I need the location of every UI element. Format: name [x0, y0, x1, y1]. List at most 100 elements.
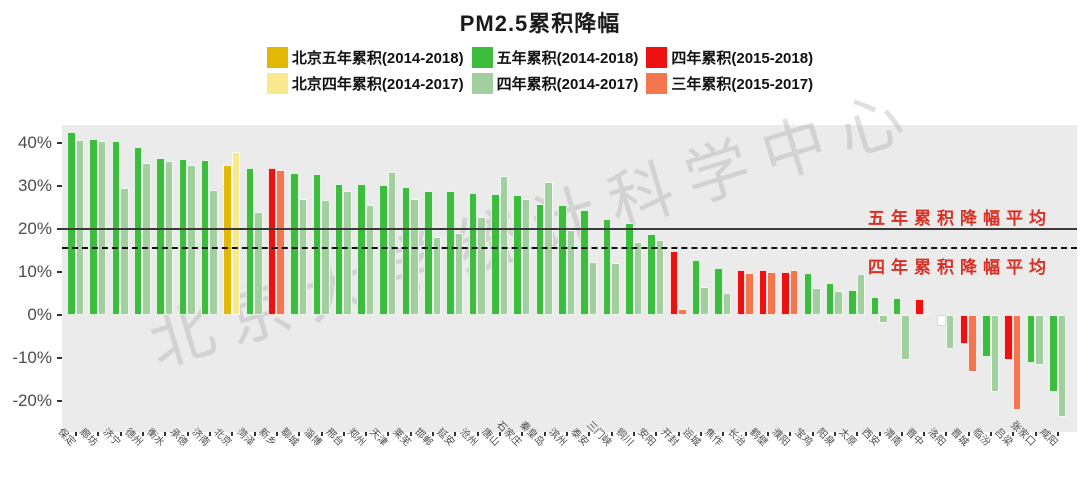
bar-secondary-阳泉: [834, 290, 843, 315]
bar-primary-张家口: [1026, 315, 1036, 364]
bar-primary-天津: [379, 185, 388, 315]
x-axis-tick: [499, 432, 502, 436]
bar-secondary-晋城: [968, 315, 977, 372]
x-axis-tick: [1057, 432, 1060, 436]
legend-label: 北京五年累积(2014-2018): [291, 49, 464, 67]
bar-secondary-沧州: [477, 216, 486, 315]
bar-primary-洛阳: [937, 315, 946, 326]
x-axis-tick: [923, 432, 926, 436]
x-axis-tick: [811, 432, 814, 436]
bar-primary-鹤壁: [758, 269, 768, 315]
bar-secondary-北京: [231, 152, 241, 315]
bar-secondary-焦作: [722, 292, 732, 315]
bar-primary-运城: [691, 259, 701, 315]
bar-secondary-洛阳: [945, 315, 955, 350]
legend-item: 四年累积(2014-2017): [471, 72, 639, 94]
x-axis-tick: [789, 432, 792, 436]
bar-secondary-石家庄: [521, 198, 531, 315]
legend-item: 北京四年累积(2014-2017): [266, 72, 464, 94]
bar-secondary-运城: [700, 287, 709, 315]
bar-primary-郑州: [357, 183, 366, 315]
x-axis-tick: [588, 432, 591, 436]
y-axis-tick-label: 10%: [17, 262, 52, 281]
bar-secondary-济宁: [120, 188, 129, 315]
x-axis-tick: [677, 432, 680, 436]
bar-primary-石家庄: [513, 195, 522, 315]
bar-primary-廊坊: [89, 139, 98, 315]
y-axis-tick-label: -20%: [12, 391, 52, 410]
bar-secondary-晋中: [923, 313, 933, 315]
bar-secondary-铜川: [633, 241, 642, 315]
legend-swatch-four_light_green: [471, 72, 493, 94]
five-year-average-line: [62, 228, 1077, 230]
bar-primary-咸阳: [1049, 315, 1058, 392]
bar-secondary-廊坊: [97, 140, 107, 315]
x-axis-tick: [1034, 432, 1037, 436]
x-axis-tick: [878, 432, 881, 436]
x-axis-tick: [476, 432, 479, 436]
bar-primary-濮阳: [781, 271, 790, 315]
legend-label: 四年累积(2014-2017): [496, 75, 639, 93]
x-axis-tick: [945, 432, 948, 436]
x-axis-tick: [543, 432, 546, 436]
bar-secondary-承德: [187, 164, 196, 315]
x-axis-tick: [744, 432, 747, 436]
x-axis-tick: [320, 432, 323, 436]
bar-primary-宝鸡: [803, 273, 813, 315]
y-axis-tick: [57, 142, 62, 144]
bar-primary-菏泽: [245, 167, 255, 315]
four-year-average-annotation: 四年累积降幅平均: [868, 257, 1052, 277]
bar-primary-唐山: [491, 194, 500, 315]
bar-primary-滨州: [558, 205, 567, 315]
y-axis-tick-label: 40%: [17, 133, 52, 152]
x-axis-tick: [141, 432, 144, 436]
x-axis-tick: [432, 432, 435, 436]
y-axis-tick: [57, 228, 62, 230]
x-axis-tick: [298, 432, 301, 436]
bar-secondary-滨州: [566, 229, 576, 315]
x-axis-tick: [967, 432, 970, 436]
bar-secondary-郑州: [365, 205, 375, 315]
x-axis-tick: [1012, 432, 1015, 436]
bar-primary-济宁: [111, 140, 121, 315]
bar-secondary-济南: [209, 190, 218, 315]
bar-primary-聊城: [290, 173, 299, 315]
bar-secondary-新乡: [276, 170, 285, 315]
x-axis-tick: [119, 432, 122, 436]
x-axis-tick: [900, 432, 903, 436]
bar-primary-承德: [178, 159, 188, 315]
bar-secondary-泰安: [588, 262, 598, 315]
y-axis-tick: [57, 357, 62, 359]
y-axis-tick: [57, 271, 62, 273]
bar-primary-三门峡: [602, 219, 612, 315]
bar-secondary-衡水: [164, 160, 174, 315]
bar-primary-保定: [67, 132, 76, 315]
bar-secondary-安阳: [655, 240, 665, 315]
bar-primary-沧州: [468, 193, 478, 315]
bar-primary-开封: [669, 250, 679, 315]
x-axis-tick: [97, 432, 100, 436]
bar-primary-长治: [736, 269, 746, 315]
y-axis-tick: [57, 400, 62, 402]
bar-primary-安阳: [647, 234, 656, 315]
x-axis-tick: [275, 432, 278, 436]
chart-title: PM2.5累积降幅: [459, 11, 621, 36]
y-axis-tick-label: 0%: [27, 305, 52, 324]
x-axis-tick: [699, 432, 702, 436]
x-axis-tick: [365, 432, 368, 436]
legend-label: 五年累积(2014-2018): [496, 49, 639, 67]
bar-primary-阳泉: [825, 283, 835, 315]
chart-legend: 北京五年累积(2014-2018) 五年累积(2014-2018) 四年累积(201…: [0, 44, 1080, 96]
bar-primary-延安: [446, 190, 455, 315]
bar-primary-晋中: [915, 299, 924, 315]
legend-swatch-four_red: [646, 46, 668, 68]
x-axis-tick: [990, 432, 993, 436]
bar-primary-邯郸: [424, 190, 433, 315]
x-axis-tick: [722, 432, 725, 436]
legend-item: 三年累积(2015-2017): [646, 72, 813, 94]
bar-secondary-咸阳: [1057, 315, 1067, 417]
legend-row: 北京五年累积(2014-2018) 五年累积(2014-2018) 四年累积(201…: [0, 44, 1080, 70]
y-axis-tick-label: 20%: [17, 219, 52, 238]
bar-secondary-保定: [75, 139, 84, 315]
bar-secondary-濮阳: [789, 269, 799, 315]
